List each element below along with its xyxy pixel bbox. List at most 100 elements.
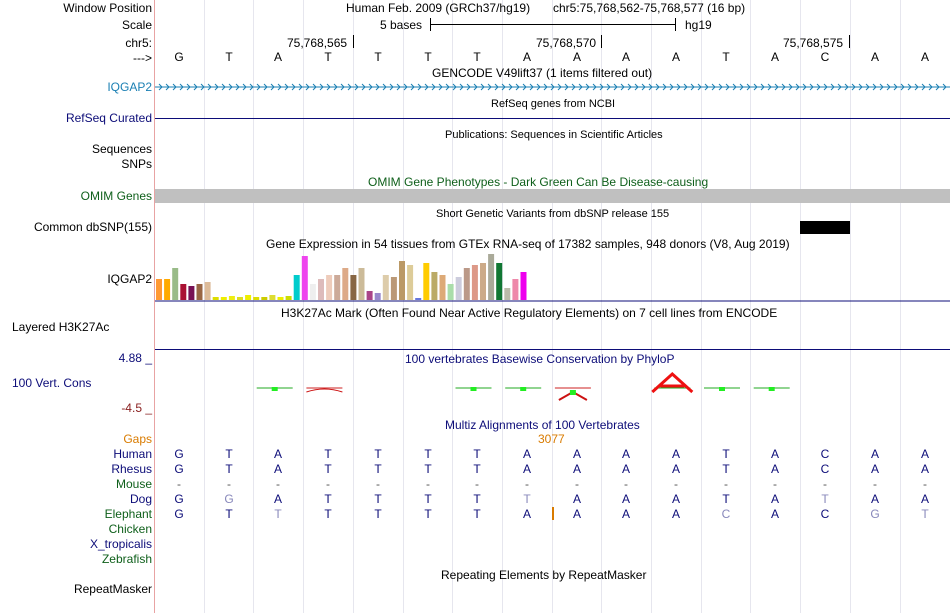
gtex-bar-graph[interactable] <box>155 250 950 302</box>
base-letter: A <box>572 50 581 64</box>
strand-chevron <box>816 83 821 91</box>
alignment-base: A <box>671 492 680 506</box>
gtex-tissue-bar <box>245 295 252 300</box>
strand-chevron <box>879 83 884 91</box>
strand-chevron <box>571 83 576 91</box>
dbsnp-variant[interactable] <box>800 221 850 234</box>
alignment-base: - <box>674 477 678 491</box>
gtex-tissue-bar <box>228 296 235 300</box>
strand-chevron <box>284 83 289 91</box>
strand-chevron <box>837 83 842 91</box>
phylop-title: 100 vertebrates Basewise Conservation by… <box>405 352 675 366</box>
strand-chevron <box>298 83 303 91</box>
strand-chevron <box>676 83 681 91</box>
alignment-base: - <box>823 477 827 491</box>
base-letter: T <box>424 50 432 64</box>
strand-chevron <box>361 83 366 91</box>
strand-chevron <box>851 83 856 91</box>
alignment-base: A <box>273 462 282 476</box>
base-letter: A <box>920 50 929 64</box>
gtex-tissue-bar <box>382 275 389 300</box>
strand-chevron <box>564 83 569 91</box>
h3k27ac-title: H3K27Ac Mark (Often Found Near Active Re… <box>281 306 778 320</box>
strand-chevron <box>431 83 436 91</box>
alignment-base: - <box>426 477 430 491</box>
alignment-base: T <box>921 507 929 521</box>
strand-chevron <box>249 83 254 91</box>
alignment-base: A <box>870 462 879 476</box>
strand-chevron <box>445 83 450 91</box>
phylop-track-label[interactable]: 100 Vert. Cons <box>12 376 92 390</box>
phylop-score-mark <box>753 387 790 391</box>
sequences-track-label[interactable]: Sequences <box>91 142 152 156</box>
phylop-score-mark <box>704 387 740 391</box>
gencode-track-label[interactable]: IQGAP2 <box>107 80 152 94</box>
strand-chevron <box>935 83 940 91</box>
strand-label: ---> <box>133 51 152 65</box>
strand-chevron <box>592 83 597 91</box>
strand-chevron <box>319 83 324 91</box>
strand-chevron <box>648 83 653 91</box>
dbsnp-track-label[interactable]: Common dbSNP(155) <box>33 220 152 234</box>
strand-chevron <box>683 83 688 91</box>
strand-chevron <box>928 83 933 91</box>
repeatmasker-track-label[interactable]: RepeatMasker <box>73 582 152 596</box>
strand-chevron <box>235 83 240 91</box>
gtex-tissue-bar <box>374 293 381 300</box>
strand-chevron <box>354 83 359 91</box>
strand-chevron <box>802 83 807 91</box>
strand-chevron <box>536 83 541 91</box>
alignment-base: - <box>724 477 728 491</box>
alignment-base: A <box>522 462 531 476</box>
omim-track-label[interactable]: OMIM Genes <box>80 189 152 203</box>
strand-chevron <box>669 83 674 91</box>
position-text: chr5:75,768,562-75,768,577 (16 bp) <box>553 1 746 15</box>
omim-title: OMIM Gene Phenotypes - Dark Green Can Be… <box>368 175 709 189</box>
strand-chevron <box>466 83 471 91</box>
alignment-base: G <box>174 507 184 521</box>
strand-chevron <box>620 83 625 91</box>
strand-chevron <box>655 83 660 91</box>
alignment-base: T <box>374 462 382 476</box>
strand-chevron <box>501 83 506 91</box>
strand-chevron <box>312 83 317 91</box>
strand-chevron <box>186 83 191 91</box>
track-image[interactable]: Human Feb. 2009 (GRCh37/hg19) chr5:75,76… <box>155 0 950 613</box>
gtex-tissue-bar <box>342 268 349 300</box>
strand-chevron <box>697 83 702 91</box>
snps-track-label[interactable]: SNPs <box>121 157 152 171</box>
base-letter: G <box>174 50 184 64</box>
base-letter: A <box>870 50 879 64</box>
alignment-base: A <box>770 492 779 506</box>
alignment-base: T <box>821 492 829 506</box>
refseq-line[interactable] <box>155 118 950 119</box>
phylop-graph[interactable] <box>155 366 950 416</box>
strand-chevron <box>508 83 513 91</box>
strand-chevron <box>886 83 891 91</box>
omim-feature[interactable] <box>155 189 950 203</box>
strand-chevron <box>690 83 695 91</box>
strand-chevron <box>326 83 331 91</box>
refseq-track-label[interactable]: RefSeq Curated <box>65 111 152 125</box>
alignment-base: A <box>671 507 680 521</box>
phylop-score-mark <box>455 387 492 391</box>
alignment-base: G <box>174 447 184 461</box>
strand-chevron <box>795 83 800 91</box>
tick-3 <box>849 35 850 48</box>
gtex-tissue-bar <box>407 265 414 300</box>
base-letter: T <box>722 50 730 64</box>
strand-chevron <box>704 83 709 91</box>
gtex-tissue-bar <box>204 282 211 300</box>
gtex-tissue-bar <box>326 275 333 300</box>
strand-chevron <box>907 83 912 91</box>
gtex-track-label[interactable]: IQGAP2 <box>107 272 152 286</box>
strand-chevron <box>207 83 212 91</box>
gridline <box>750 0 751 613</box>
strand-chevron <box>914 83 919 91</box>
base-letter: C <box>820 50 830 64</box>
alignment-base: T <box>225 507 233 521</box>
iqgap2-gene-feature[interactable] <box>155 81 950 93</box>
strand-chevron <box>375 83 380 91</box>
h3k27ac-track-label[interactable]: Layered H3K27Ac <box>12 320 110 334</box>
alignment-base: A <box>671 447 680 461</box>
